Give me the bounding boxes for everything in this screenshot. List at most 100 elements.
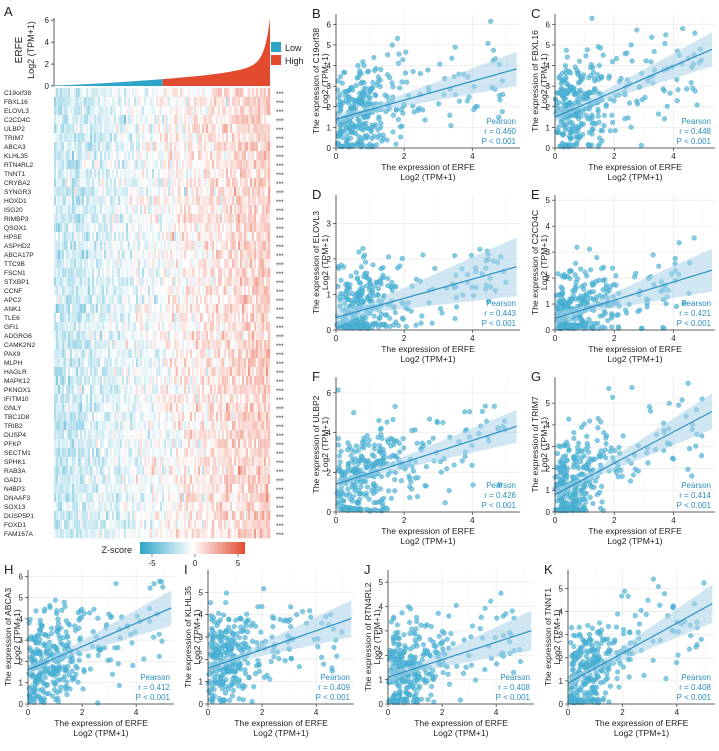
heatmap-cell <box>164 115 167 125</box>
heatmap-cell <box>214 475 217 485</box>
heatmap-cell <box>248 277 251 287</box>
heatmap-cell <box>160 349 163 359</box>
heatmap-cell <box>210 106 213 116</box>
heatmap-cell <box>158 385 161 395</box>
heatmap-cell <box>262 160 265 170</box>
heatmap-cell <box>110 313 113 323</box>
heatmap-cell <box>154 259 157 269</box>
heatmap-cell <box>166 394 169 404</box>
heatmap-cell <box>268 196 271 206</box>
heatmap-cell <box>228 214 231 224</box>
heatmap-cell <box>92 97 95 107</box>
heatmap-cell <box>228 169 231 179</box>
heatmap-cell <box>142 430 145 440</box>
heatmap-cell <box>190 331 193 341</box>
heatmap-cell <box>250 196 253 206</box>
heatmap-cell <box>152 439 155 449</box>
heatmap-cell <box>62 178 65 188</box>
heatmap-cell <box>64 169 67 179</box>
heatmap-cell <box>206 358 209 368</box>
heatmap-cell <box>246 250 249 260</box>
heatmap-cell <box>112 430 115 440</box>
heatmap-cell <box>90 133 93 143</box>
heatmap-cell <box>168 439 171 449</box>
heatmap-cell <box>220 340 223 350</box>
heatmap-cell <box>158 376 161 386</box>
heatmap-cell <box>124 475 127 485</box>
heatmap-cell <box>120 376 123 386</box>
heatmap-cell <box>148 169 151 179</box>
heatmap-cell <box>180 133 183 143</box>
heatmap-cell <box>104 331 107 341</box>
heatmap-cell <box>106 448 109 458</box>
heatmap-cell <box>196 187 199 197</box>
heatmap-cell <box>192 439 195 449</box>
heatmap-cell <box>260 214 263 224</box>
heatmap-cell <box>158 151 161 161</box>
heatmap-cell <box>222 484 225 494</box>
heatmap-cell <box>188 250 191 260</box>
heatmap-cell <box>102 214 105 224</box>
heatmap-cell <box>66 277 69 287</box>
heatmap-cell <box>124 178 127 188</box>
heatmap-cell <box>56 358 59 368</box>
heatmap-cell <box>130 88 133 98</box>
heatmap-cell <box>192 151 195 161</box>
heatmap-cell <box>166 115 169 125</box>
heatmap-cell <box>144 466 147 476</box>
heatmap-cell <box>132 493 135 503</box>
heatmap-cell <box>212 331 215 341</box>
heatmap-cell <box>150 385 153 395</box>
heatmap-cell <box>156 97 159 107</box>
heatmap-cell <box>246 169 249 179</box>
heatmap-cell <box>192 304 195 314</box>
heatmap-cell <box>182 223 185 233</box>
heatmap-cell <box>80 304 83 314</box>
heatmap-cell <box>114 475 117 485</box>
heatmap-cell <box>136 358 139 368</box>
heatmap-cell <box>74 241 77 251</box>
heatmap-cell <box>84 169 87 179</box>
heatmap-cell <box>88 286 91 296</box>
heatmap-cell <box>54 412 57 422</box>
heatmap-cell <box>142 106 145 116</box>
heatmap-cell <box>252 457 255 467</box>
heatmap-cell <box>132 196 135 206</box>
heatmap-cell <box>106 313 109 323</box>
heatmap-cell <box>250 223 253 233</box>
heatmap-cell <box>224 484 227 494</box>
heatmap-cell <box>224 160 227 170</box>
heatmap-cell <box>62 394 65 404</box>
heatmap-cell <box>226 358 229 368</box>
heatmap-cell <box>68 394 71 404</box>
heatmap-cell <box>164 430 167 440</box>
heatmap-cell <box>166 169 169 179</box>
heatmap-cell <box>132 385 135 395</box>
heatmap-cell <box>102 295 105 305</box>
heatmap-cell <box>130 151 133 161</box>
heatmap-cell <box>96 394 99 404</box>
heatmap-cell <box>236 484 239 494</box>
heatmap-cell <box>80 376 83 386</box>
heatmap-cell <box>194 403 197 413</box>
heatmap-cell <box>248 232 251 242</box>
heatmap-cell <box>116 367 119 377</box>
heatmap-cell <box>74 322 77 332</box>
heatmap-cell <box>184 178 187 188</box>
heatmap-cell <box>232 223 235 233</box>
heatmap-cell <box>152 196 155 206</box>
heatmap-cell <box>232 277 235 287</box>
heatmap-cell <box>112 394 115 404</box>
heatmap-cell <box>256 358 259 368</box>
heatmap-cell <box>210 241 213 251</box>
heatmap-cell <box>264 349 267 359</box>
heatmap-cell <box>114 214 117 224</box>
heatmap-cell <box>214 115 217 125</box>
heatmap-cell <box>134 286 137 296</box>
heatmap-cell <box>120 169 123 179</box>
heatmap-cell <box>176 286 179 296</box>
heatmap-cell <box>128 403 131 413</box>
heatmap-cell <box>232 475 235 485</box>
heatmap-cell <box>80 313 83 323</box>
heatmap-cell <box>90 304 93 314</box>
